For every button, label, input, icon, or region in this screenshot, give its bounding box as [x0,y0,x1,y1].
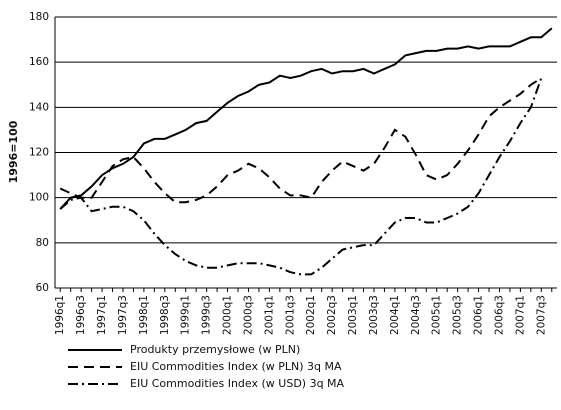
x-tick-label: 1997q1 [96,295,108,335]
y-tick-label: 80 [36,237,49,249]
y-tick-label: 160 [29,56,49,68]
x-tick-label: 2004q3 [410,295,422,335]
x-tick-label: 1999q3 [201,295,213,335]
x-tick-label: 2003q3 [368,295,380,335]
x-tick-label: 2007q1 [514,295,526,335]
legend-label: EIU Commodities Index (w USD) 3q MA [130,377,345,390]
x-tick-label: 2005q1 [431,295,443,335]
x-tick-label: 2000q3 [242,295,254,335]
x-tick-label: 2006q3 [493,295,505,335]
x-tick-label: 2001q1 [263,295,275,335]
y-tick-label: 120 [29,147,49,159]
y-axis-label: 1996=100 [7,120,20,183]
x-tick-label: 1996q1 [54,295,66,335]
x-tick-label: 2003q1 [347,295,359,335]
x-tick-label: 1998q1 [138,295,150,335]
legend-label: Produkty przemysłowe (w PLN) [130,343,300,356]
x-tick-label: 2002q1 [305,295,317,335]
x-tick-label: 1998q3 [159,295,171,335]
y-tick-label: 140 [29,101,49,113]
x-tick-label: 2000q1 [222,295,234,335]
y-tick-label: 180 [29,11,49,23]
y-tick-label: 100 [29,192,49,204]
x-tick-label: 2006q1 [473,295,485,335]
series-line [59,27,553,210]
x-tick-label: 2007q3 [535,295,547,335]
legend-label: EIU Commodities Index (w PLN) 3q MA [130,360,342,373]
series-line [59,77,543,276]
x-tick-label: 2002q3 [326,295,338,335]
x-tick-label: 1999q1 [180,295,192,335]
x-tick-label: 2005q3 [452,295,464,335]
x-tick-label: 1996q3 [75,295,87,335]
series-line [59,77,542,204]
y-tick-label: 60 [36,282,49,294]
x-tick-label: 2001q3 [284,295,296,335]
x-tick-label: 1997q3 [117,295,129,335]
x-tick-label: 2004q1 [389,295,401,335]
